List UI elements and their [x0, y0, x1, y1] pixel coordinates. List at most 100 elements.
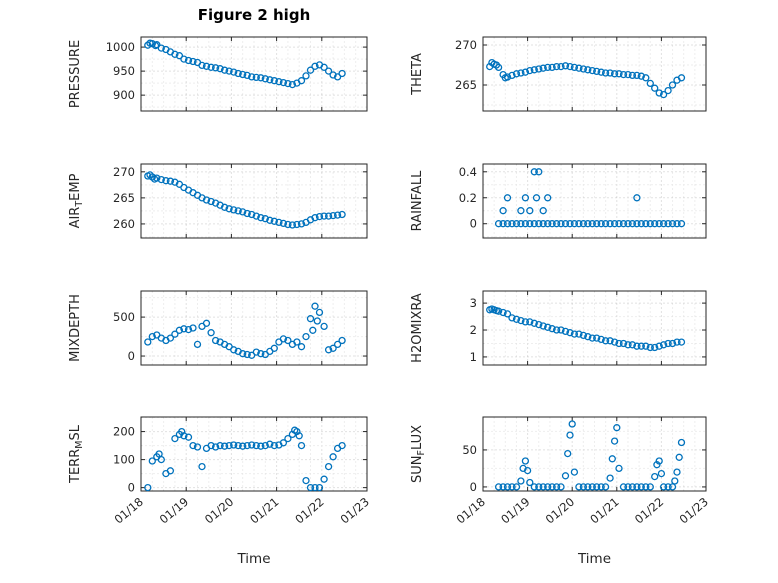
data-point-marker	[526, 66, 534, 75]
data-point-marker	[508, 71, 516, 80]
data-point-marker	[211, 336, 220, 345]
data-point-marker	[338, 336, 346, 345]
data-point-marker	[646, 343, 654, 352]
data-point-marker	[677, 338, 686, 346]
data-point-marker	[202, 319, 211, 327]
data-point-marker	[575, 64, 583, 72]
data-point-marker	[234, 207, 242, 215]
y-tick-label: 1000	[106, 40, 135, 54]
axes-box	[482, 290, 707, 366]
x-tick-label: 01/19	[157, 495, 191, 527]
data-point-marker	[270, 441, 278, 450]
data-point-marker	[216, 65, 224, 73]
data-point-marker	[593, 334, 601, 342]
data-point-marker	[295, 432, 303, 440]
data-point-marker	[320, 212, 328, 220]
subplot-sun-flux: 0 50 01/18 01/19 01/20 01/21 01/22 01/23 Time SUN…	[410, 416, 711, 567]
data-point-marker	[329, 453, 337, 461]
data-point-marker	[508, 314, 516, 322]
data-point-marker	[606, 220, 614, 228]
data-point-marker	[508, 483, 516, 491]
data-point-marker	[508, 220, 516, 228]
data-point-marker	[284, 220, 292, 229]
data-point-marker	[675, 453, 683, 461]
data-point-marker	[535, 65, 543, 73]
data-point-marker	[610, 220, 619, 228]
data-point-marker	[642, 342, 650, 350]
data-point-marker	[579, 65, 588, 73]
data-point-marker	[189, 324, 197, 332]
data-point-marker	[557, 220, 565, 228]
data-point-marker	[225, 67, 233, 75]
data-point-marker	[646, 220, 654, 228]
data-point-marker	[615, 220, 623, 228]
data-point-marker	[220, 66, 229, 74]
data-point-marker	[664, 339, 672, 348]
data-point-marker	[597, 335, 605, 344]
data-point-marker	[243, 350, 251, 359]
data-point-marker	[552, 483, 561, 491]
y-tick-label: 270	[113, 165, 135, 179]
data-point-marker	[597, 68, 605, 76]
data-point-marker	[588, 483, 596, 491]
data-point-marker	[284, 434, 292, 443]
data-point-marker	[668, 81, 677, 89]
data-point-marker	[338, 69, 346, 78]
data-point-marker	[150, 175, 159, 183]
data-point-marker	[659, 483, 668, 491]
data-point-marker	[588, 66, 596, 75]
data-point-marker	[324, 212, 333, 220]
data-point-marker	[601, 337, 610, 345]
data-point-marker	[521, 68, 530, 76]
data-point-marker	[207, 63, 215, 71]
data-point-marker	[659, 341, 668, 349]
data-point-marker	[211, 64, 220, 72]
data-point-marker	[521, 318, 530, 326]
data-point-marker	[526, 220, 534, 228]
data-point-marker	[552, 62, 561, 71]
data-point-marker	[566, 62, 574, 71]
data-point-marker	[220, 203, 229, 211]
data-point-marker	[593, 220, 601, 228]
data-point-marker	[570, 63, 579, 72]
y-tick-label: 900	[113, 88, 135, 102]
data-point-marker	[293, 220, 301, 229]
data-point-marker	[526, 207, 534, 215]
data-point-marker	[275, 218, 283, 227]
data-point-marker	[651, 84, 659, 92]
data-point-marker	[530, 66, 538, 74]
data-point-marker	[512, 70, 521, 78]
data-point-marker	[601, 220, 610, 228]
data-point-marker	[517, 477, 525, 485]
axes-box	[140, 290, 368, 366]
data-point-marker	[503, 220, 512, 228]
data-point-marker	[532, 194, 541, 202]
data-point-marker	[297, 220, 306, 228]
data-point-marker	[628, 220, 637, 228]
data-point-marker	[570, 468, 579, 476]
x-tick-label: 01/20	[543, 495, 577, 527]
data-point-marker	[664, 220, 672, 228]
data-point-marker	[539, 207, 547, 215]
data-point-marker	[597, 483, 605, 491]
y-tick-label: 500	[113, 310, 135, 324]
data-point-marker	[270, 77, 278, 85]
y-tick-label: 2	[470, 323, 477, 337]
data-point-marker	[207, 441, 215, 450]
data-point-marker	[501, 74, 509, 82]
data-point-marker	[333, 211, 342, 219]
data-point-marker	[270, 217, 278, 225]
data-point-marker	[306, 483, 315, 492]
data-point-marker	[552, 326, 561, 334]
data-point-marker	[293, 338, 301, 346]
y-axis-label: SUNFLUX	[410, 425, 427, 483]
data-point-marker	[166, 177, 175, 185]
data-point-marker	[146, 171, 154, 179]
data-point-marker	[566, 431, 574, 439]
data-point-marker	[261, 215, 269, 223]
data-point-marker	[252, 212, 260, 220]
data-point-marker	[234, 441, 242, 450]
data-point-marker	[677, 74, 686, 82]
x-tick-label: 01/22	[632, 495, 666, 527]
data-point-marker	[171, 330, 179, 338]
